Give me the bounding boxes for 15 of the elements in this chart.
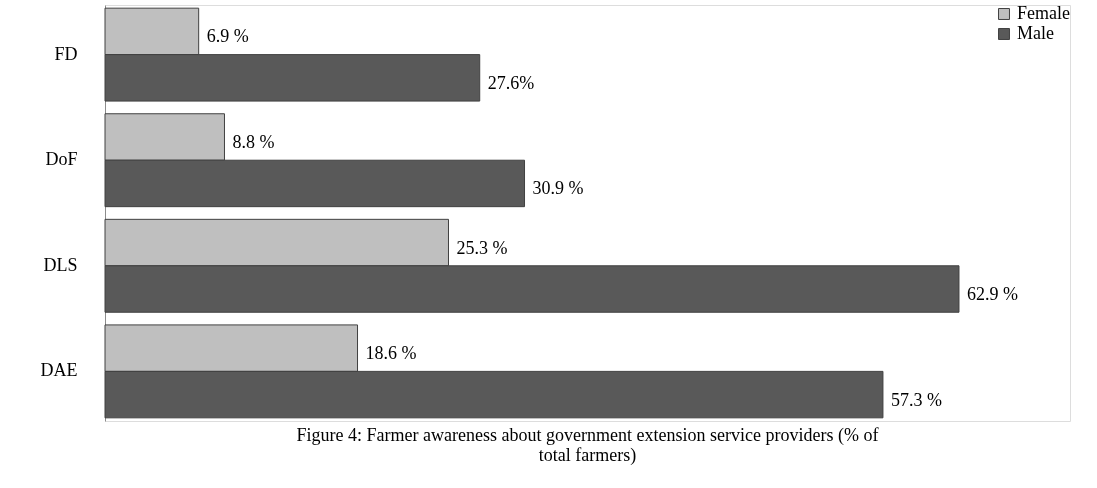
y-tick-label: DoF	[45, 149, 78, 170]
y-tick-label: DLS	[43, 254, 78, 275]
data-label: 30.9 %	[532, 178, 584, 199]
y-tick-label: DAE	[40, 360, 78, 381]
legend-label: Female	[1017, 3, 1070, 23]
data-label: 27.6%	[487, 72, 535, 93]
data-label: 18.6 %	[365, 343, 417, 364]
y-tick-label: FD	[54, 43, 78, 64]
legend-label: Male	[1017, 23, 1054, 43]
data-label: 25.3 %	[456, 237, 508, 258]
data-label: 62.9 %	[966, 284, 1018, 305]
data-label: 8.8 %	[232, 131, 275, 152]
data-label: 6.9 %	[206, 26, 249, 47]
text: Figure 4: Farmer awareness about government extension service providers (% of total farmers)	[296, 425, 879, 466]
data-label: 57.3 %	[890, 389, 942, 410]
